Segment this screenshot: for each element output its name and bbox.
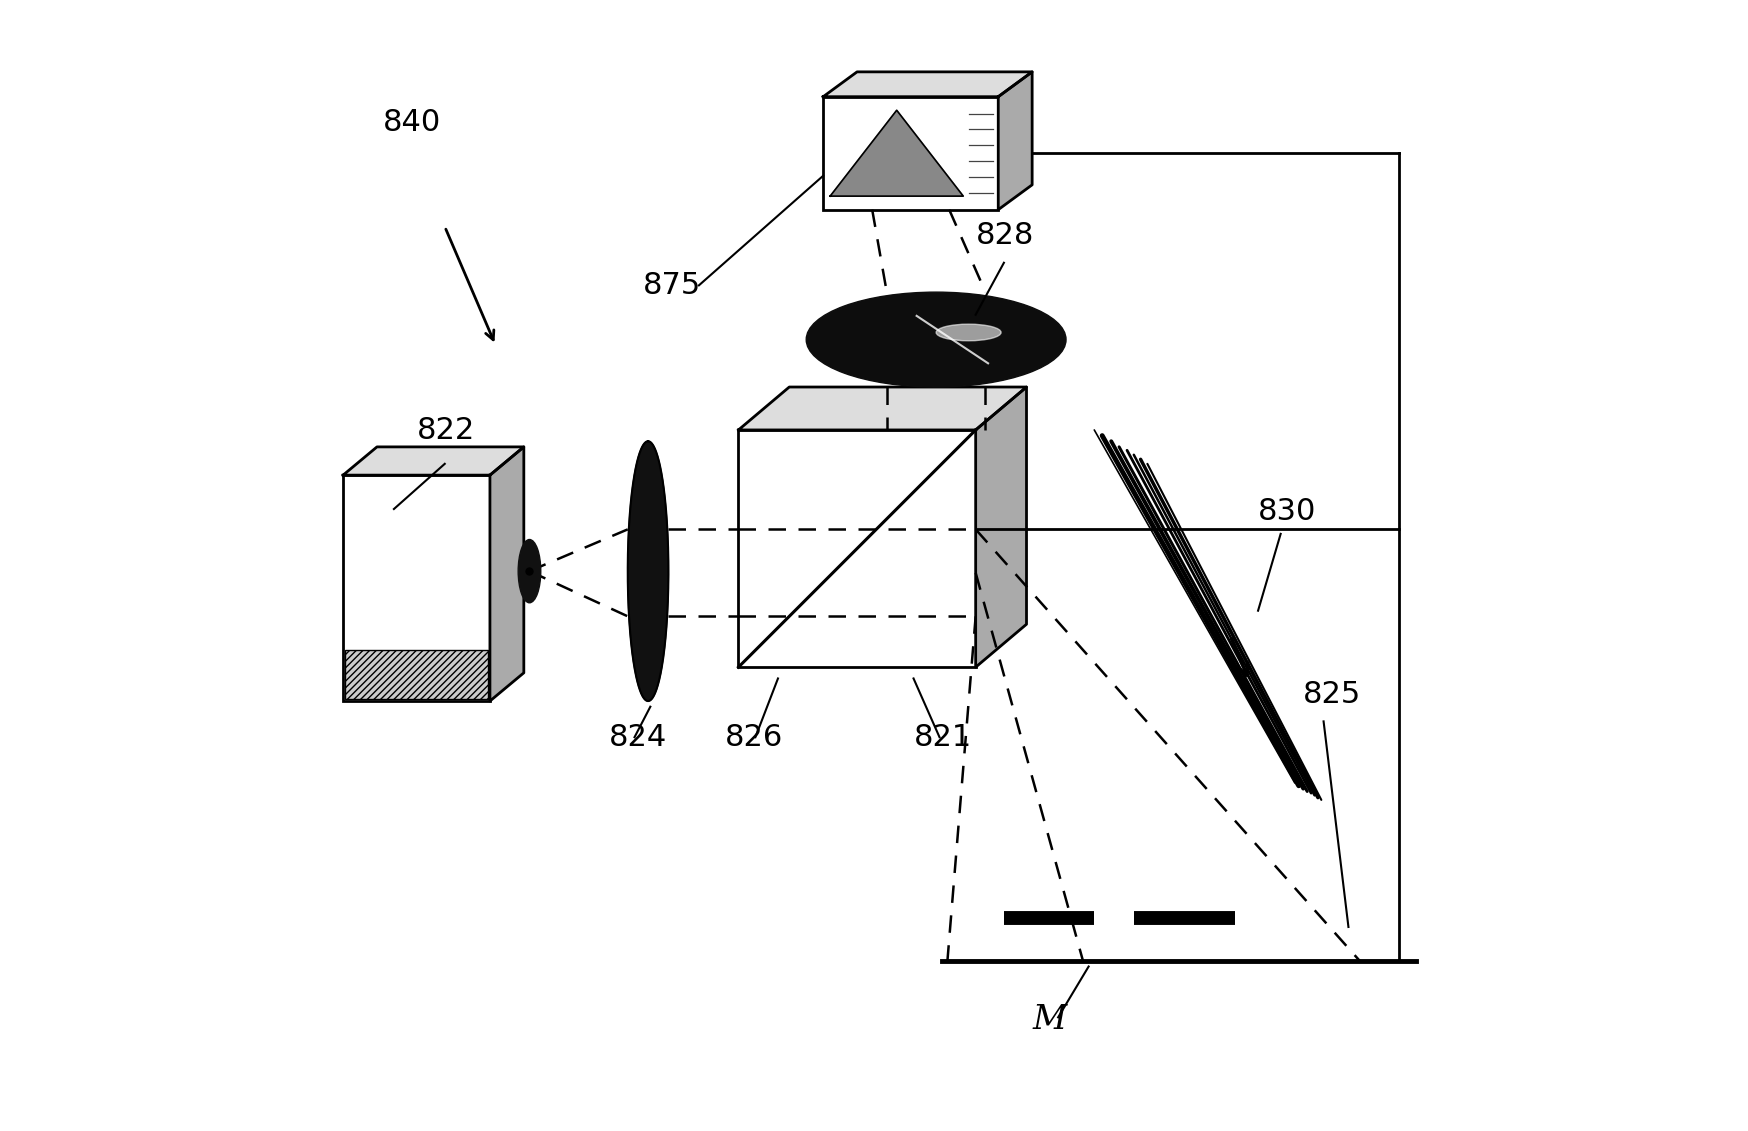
Text: 824: 824 bbox=[608, 723, 666, 752]
Text: 830: 830 bbox=[1259, 498, 1316, 526]
Polygon shape bbox=[489, 447, 524, 701]
Polygon shape bbox=[343, 447, 524, 475]
Bar bbox=[738, 430, 975, 667]
Text: M: M bbox=[1031, 1003, 1066, 1036]
Ellipse shape bbox=[937, 325, 1002, 340]
Ellipse shape bbox=[806, 292, 1066, 387]
Bar bbox=[823, 97, 998, 209]
Polygon shape bbox=[998, 72, 1031, 209]
Polygon shape bbox=[628, 441, 668, 701]
Text: 826: 826 bbox=[725, 723, 783, 752]
Polygon shape bbox=[738, 387, 1026, 430]
Text: 840: 840 bbox=[383, 107, 440, 137]
Bar bbox=[343, 475, 489, 701]
Polygon shape bbox=[823, 72, 1031, 97]
Text: 875: 875 bbox=[643, 271, 701, 301]
Text: 828: 828 bbox=[975, 221, 1035, 250]
Polygon shape bbox=[830, 110, 963, 196]
Polygon shape bbox=[975, 387, 1026, 667]
Ellipse shape bbox=[517, 539, 540, 603]
Bar bbox=[346, 650, 488, 699]
Text: 825: 825 bbox=[1304, 681, 1362, 709]
Text: 821: 821 bbox=[914, 723, 972, 752]
Text: 822: 822 bbox=[416, 416, 475, 444]
